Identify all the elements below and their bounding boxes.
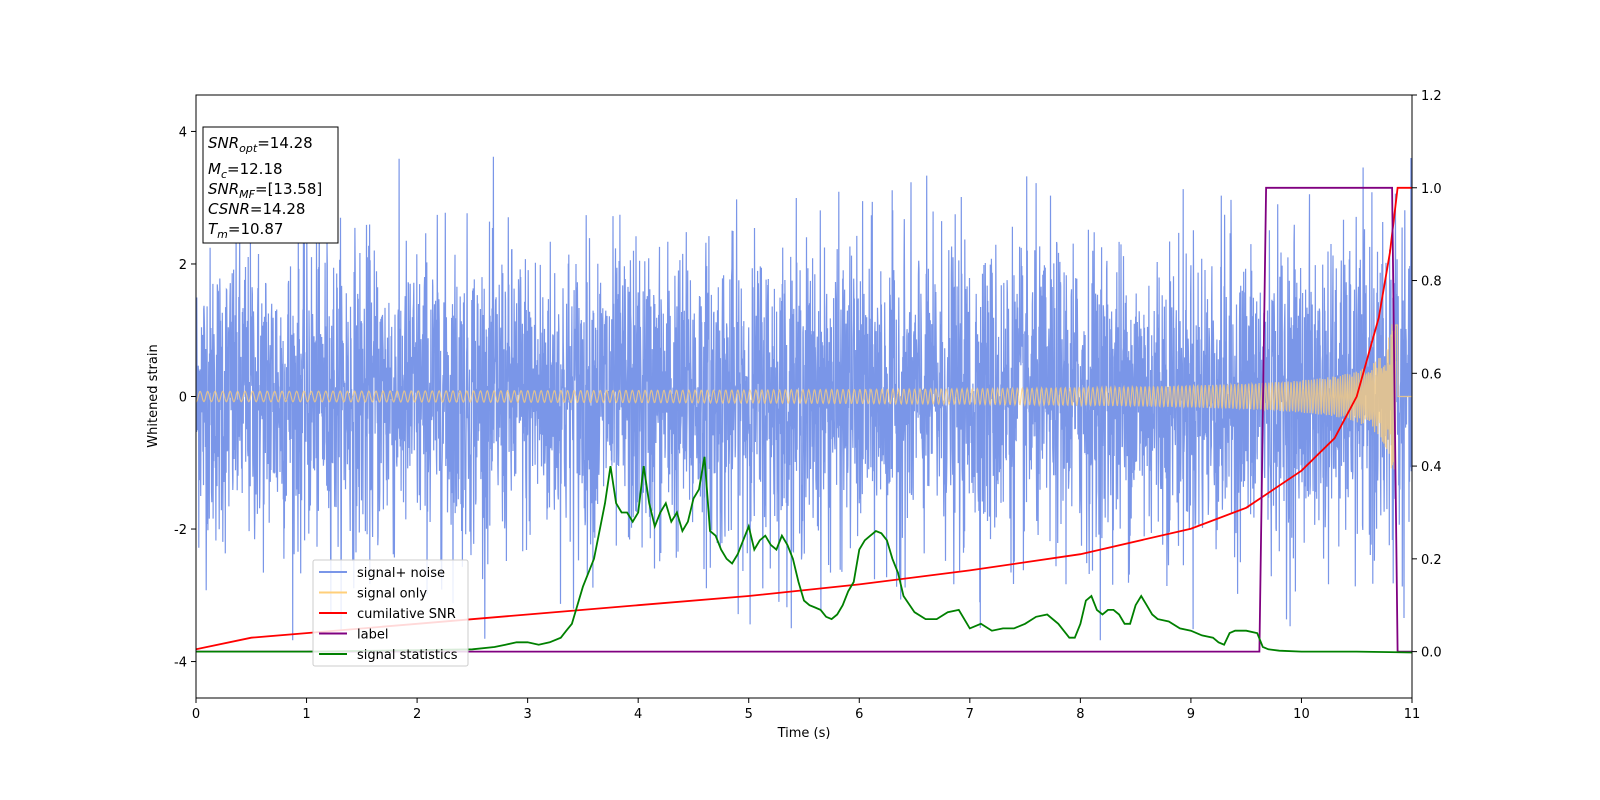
- y-right-tick-label: 0.8: [1421, 275, 1442, 290]
- legend-frame: [312, 559, 469, 667]
- x-tick-label: 10: [1293, 707, 1310, 722]
- series-signal-statistics: [196, 456, 1412, 654]
- x-axis-label: Time (s): [777, 726, 831, 741]
- series-layer: [196, 156, 1412, 654]
- x-tick-label: 4: [634, 707, 642, 722]
- x-tick-label: 1: [302, 707, 310, 722]
- y-right-tick-label: 0.4: [1421, 460, 1442, 475]
- y-left-tick-label: -2: [174, 523, 187, 538]
- annotation-mc: Mc=12.18: [208, 160, 283, 181]
- legend: signal+ noise signal only cumilative SNR la…: [312, 559, 469, 667]
- legend-label: signal+ noise: [357, 566, 445, 581]
- y-right-tick-label: 0.2: [1421, 553, 1442, 568]
- x-tick-label: 0: [192, 707, 200, 722]
- annotation-tm: Tm=10.87: [208, 220, 283, 241]
- y-right-tick-label: 0.0: [1421, 646, 1442, 661]
- x-tick-label: 7: [966, 707, 974, 722]
- y-right-tick-label: 1.0: [1421, 182, 1442, 197]
- y-left-axis-ticks: -4 -2 0 2 4: [174, 125, 196, 671]
- legend-label: signal only: [357, 587, 427, 602]
- legend-items: signal+ noise signal only cumilative SNR la…: [319, 566, 458, 663]
- legend-label: signal statistics: [357, 648, 458, 663]
- x-tick-label: 3: [523, 707, 531, 722]
- x-tick-label: 2: [413, 707, 421, 722]
- annotation-snr-mf: SNRMF=[13.58]: [208, 180, 322, 201]
- y-left-tick-label: 2: [179, 258, 187, 273]
- x-tick-label: 8: [1076, 707, 1084, 722]
- annotation-box: SNRopt=14.28 Mc=12.18 SNRMF=[13.58] CSNR…: [202, 126, 339, 244]
- x-tick-label: 11: [1404, 707, 1421, 722]
- y-right-tick-label: 0.6: [1421, 367, 1442, 382]
- series-signal-only: [196, 324, 1412, 470]
- y-right-axis-ticks: 0.0 0.2 0.4 0.6 0.8 1.0 1.2: [1412, 89, 1442, 661]
- legend-label: label: [357, 628, 388, 643]
- x-tick-label: 9: [1187, 707, 1195, 722]
- y-right-tick-label: 1.2: [1421, 89, 1442, 104]
- y-left-tick-label: -4: [174, 656, 187, 671]
- legend-label: cumilative SNR: [357, 607, 456, 622]
- y-left-axis-label: Whitened strain: [146, 344, 161, 447]
- x-axis-ticks: 0 1 2 3 4 5 6 7 8 9 10 11: [192, 698, 1420, 722]
- y-left-tick-label: 0: [179, 391, 187, 406]
- annotation-snr-opt: SNRopt=14.28: [208, 134, 313, 155]
- annotation-frame: [202, 126, 339, 244]
- y-left-tick-label: 4: [179, 125, 187, 140]
- x-tick-label: 5: [745, 707, 753, 722]
- x-tick-label: 6: [855, 707, 863, 722]
- annotation-csnr: CSNR=14.28: [208, 200, 305, 218]
